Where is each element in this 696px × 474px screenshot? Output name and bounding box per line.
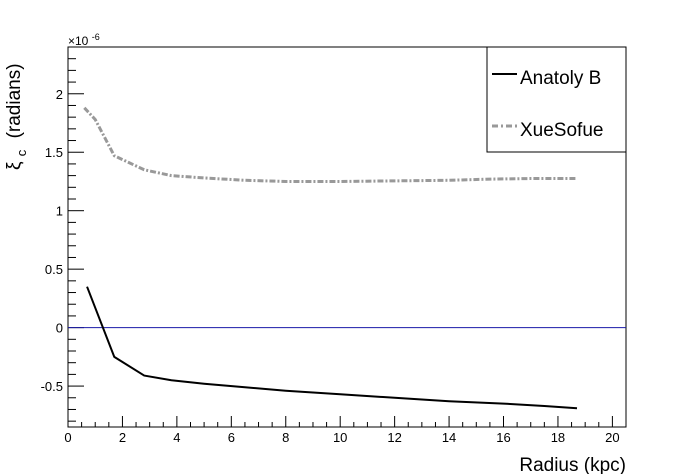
y-tick-label: 1	[56, 204, 63, 219]
y-tick-label: 0	[56, 321, 63, 336]
series-group	[83, 106, 578, 410]
x-tick-label: 0	[64, 430, 71, 445]
x-tick-label: 10	[333, 430, 347, 445]
axes	[67, 46, 627, 428]
x-tick-label: 18	[551, 430, 565, 445]
y-exponent-power: -6	[92, 32, 100, 42]
y-exponent-base: ×10	[68, 34, 89, 48]
legend-label-anatoly: Anatoly B	[520, 68, 601, 89]
y-tick-label: -0.5	[41, 379, 63, 394]
y-axis-unit: (radians)	[4, 63, 25, 138]
x-tick-label: 12	[387, 430, 401, 445]
series-line-xuesofue	[83, 106, 578, 183]
y-tick-label: 2	[56, 87, 63, 102]
legend-label-xuesofue: XueSofue	[520, 120, 603, 141]
y-tick-label: 1.5	[45, 145, 63, 160]
ticks: 0 2 4 6 8 10 12 14 16 18 20 -0.5 0 0.5 1 1.5 2	[41, 58, 627, 445]
y-tick-label: 0.5	[45, 262, 63, 277]
y-axis-title: ξ c (radians)	[4, 63, 31, 170]
y-axis-symbol: ξ	[4, 161, 25, 170]
y-exponent-label: ×10 -6	[68, 32, 100, 48]
x-tick-label: 16	[496, 430, 510, 445]
x-tick-label: 8	[282, 430, 289, 445]
plot-frame	[67, 46, 627, 428]
x-tick-label: 4	[173, 430, 180, 445]
legend-box	[486, 46, 627, 153]
x-tick-label: 20	[605, 430, 619, 445]
x-tick-label: 14	[442, 430, 456, 445]
series-line-anatoly-b	[86, 286, 578, 410]
y-axis-subscript: c	[14, 149, 29, 156]
y-axis-title-text: ξ c (radians)	[4, 63, 31, 170]
x-axis-title: Radius (kpc)	[519, 455, 626, 474]
x-tick-label: 2	[119, 430, 126, 445]
legend: Anatoly B XueSofue	[486, 46, 627, 153]
x-tick-label: 6	[228, 430, 235, 445]
